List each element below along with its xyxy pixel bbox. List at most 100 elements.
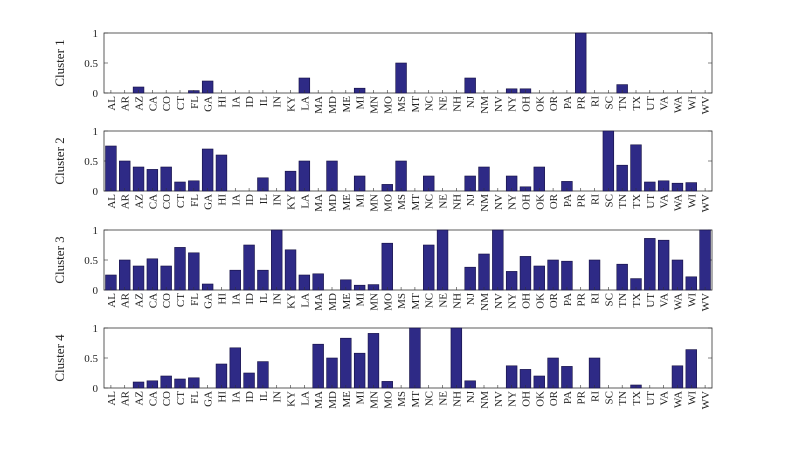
- x-tick-label-ar: AR: [120, 193, 132, 209]
- bar-nc: [423, 244, 435, 291]
- x-tick-label-sc: SC: [603, 391, 615, 404]
- bar-ia: [229, 347, 241, 389]
- x-tick-label-nh: NH: [451, 96, 463, 112]
- bar-hi: [215, 363, 228, 389]
- bar-wi: [685, 349, 697, 389]
- x-tick-label-ar: AR: [120, 292, 132, 308]
- x-tick-label-hi: HI: [216, 96, 228, 108]
- y-axis-label: Cluster 4: [52, 334, 67, 382]
- x-tick-label-ky: KY: [286, 194, 298, 210]
- bar-pa: [561, 260, 573, 291]
- y-tick-label: 1: [93, 323, 99, 335]
- x-tick-label-sc: SC: [603, 194, 615, 207]
- x-tick-label-ga: GA: [203, 96, 215, 112]
- x-tick-label-mn: MN: [368, 391, 380, 409]
- bar-ok: [533, 166, 545, 192]
- bar-ca: [146, 169, 159, 192]
- x-tick-label-nm: NM: [479, 391, 491, 409]
- x-tick-label-mo: MO: [382, 194, 394, 212]
- bar-az: [132, 166, 145, 192]
- x-tick-label-ne: NE: [438, 96, 450, 111]
- bar-al: [105, 145, 117, 192]
- x-tick-label-oh: OH: [520, 194, 532, 210]
- x-tick-label-hi: HI: [216, 194, 228, 206]
- bar-nh: [450, 327, 463, 389]
- x-tick-label-mi: MI: [355, 194, 367, 208]
- x-tick-label-wi: WI: [686, 293, 698, 307]
- x-tick-label-pr: PR: [576, 95, 588, 109]
- x-tick-label-tn: TN: [617, 391, 629, 406]
- bar-az: [132, 265, 145, 291]
- x-tick-label-hi: HI: [216, 293, 228, 305]
- x-tick-label-mo: MO: [382, 293, 394, 311]
- bar-tn: [616, 263, 628, 291]
- y-tick-label: 1: [93, 28, 99, 40]
- bar-va: [657, 239, 670, 291]
- x-tick-label-me: ME: [341, 293, 353, 310]
- x-tick-label-ny: NY: [507, 293, 519, 309]
- x-tick-label-ia: IA: [230, 293, 242, 305]
- x-tick-label-az: AZ: [134, 293, 146, 308]
- bar-nm: [478, 253, 490, 291]
- x-tick-label-al: AL: [106, 96, 118, 111]
- x-tick-label-nc: NC: [424, 293, 436, 308]
- bar-wv: [699, 229, 711, 291]
- x-tick-label-ms: MS: [396, 293, 408, 309]
- x-tick-label-wa: WA: [672, 96, 684, 113]
- bar-hi: [215, 154, 228, 192]
- x-tick-label-wi: WI: [686, 96, 698, 110]
- bar-sc: [602, 130, 615, 192]
- x-tick-label-la: LA: [299, 194, 311, 209]
- x-tick-label-id: ID: [244, 194, 256, 206]
- bar-nj: [464, 266, 476, 291]
- x-tick-label-nh: NH: [451, 194, 463, 210]
- x-tick-label-fl: FL: [189, 293, 201, 306]
- x-tick-label-fl: FL: [189, 96, 201, 109]
- x-tick-label-tn: TN: [617, 293, 629, 308]
- bar-wa: [671, 259, 684, 291]
- x-tick-label-ky: KY: [286, 96, 298, 112]
- x-tick-label-oh: OH: [520, 391, 532, 407]
- x-tick-label-ma: MA: [313, 194, 325, 212]
- x-tick-label-wi: WI: [686, 391, 698, 405]
- x-tick-label-pr: PR: [576, 193, 588, 207]
- x-tick-label-mn: MN: [368, 96, 380, 114]
- x-tick-label-wi: WI: [686, 194, 698, 208]
- x-tick-label-ky: KY: [286, 391, 298, 407]
- bar-mt: [409, 327, 421, 389]
- x-tick-label-ok: OK: [534, 96, 546, 112]
- x-tick-label-mi: MI: [355, 96, 367, 110]
- plot-frame: [103, 32, 713, 94]
- bar-wa: [671, 365, 684, 389]
- bar-ar: [119, 259, 131, 291]
- y-tick-label: 0: [93, 383, 99, 395]
- x-tick-label-nv: NV: [493, 391, 505, 407]
- x-tick-label-md: MD: [327, 194, 339, 212]
- x-tick-label-co: CO: [161, 391, 173, 406]
- bar-md: [326, 357, 338, 389]
- x-tick-label-va: VA: [659, 96, 671, 111]
- x-tick-label-ms: MS: [396, 391, 408, 407]
- bar-co: [160, 265, 172, 291]
- y-tick-label: 1: [93, 126, 99, 138]
- y-tick-label: 0: [93, 186, 99, 198]
- x-tick-label-ut: UT: [645, 96, 657, 111]
- x-tick-label-ri: RI: [590, 96, 602, 107]
- x-tick-label-pa: PA: [562, 391, 574, 404]
- x-tick-label-tx: TX: [631, 96, 643, 111]
- bar-fl: [188, 252, 200, 291]
- x-tick-label-mt: MT: [410, 96, 422, 113]
- x-tick-label-ct: CT: [175, 96, 187, 110]
- x-tick-label-ma: MA: [313, 96, 325, 114]
- x-tick-label-mn: MN: [368, 194, 380, 212]
- bar-tx: [630, 144, 642, 192]
- y-axis-label: Cluster 1: [52, 39, 67, 86]
- cluster-panel-4: Cluster 4 0 0.5 1 AL AR AZ CA CO CT FL GA HI IA ID IL IN…: [52, 323, 713, 409]
- x-tick-label-nv: NV: [493, 194, 505, 210]
- x-tick-label-or: OR: [548, 95, 560, 111]
- x-tick-label-nm: NM: [479, 96, 491, 114]
- bar-ky: [284, 249, 297, 291]
- x-tick-label-co: CO: [161, 194, 173, 209]
- x-tick-label-va: VA: [659, 194, 671, 209]
